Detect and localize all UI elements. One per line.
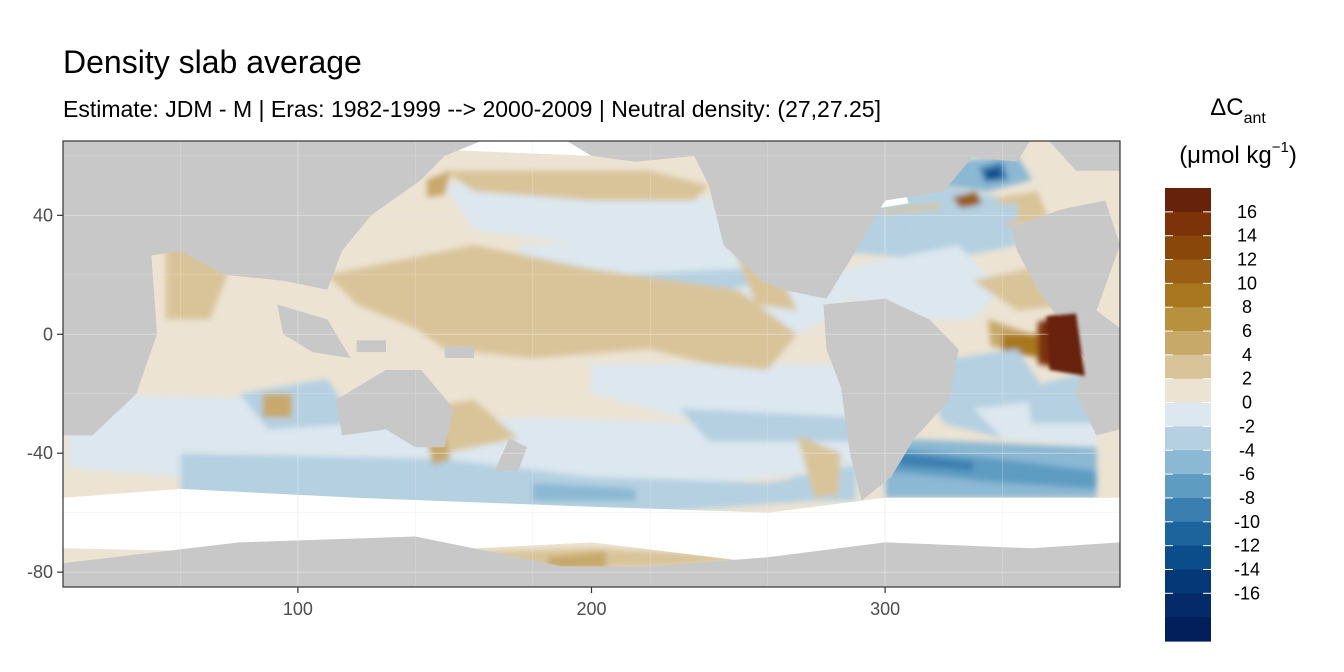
land-polygon xyxy=(567,141,998,299)
legend-break-label: 14 xyxy=(1237,226,1257,246)
legend-swatch xyxy=(1165,545,1211,571)
chart-title: Density slab average xyxy=(63,44,362,80)
legend-swatch xyxy=(1165,307,1211,332)
legend-break-label: 12 xyxy=(1237,250,1257,270)
island xyxy=(356,340,386,353)
legend-swatch xyxy=(1165,354,1211,380)
x-tick-label: 300 xyxy=(870,599,900,619)
ocean-patch xyxy=(262,393,292,418)
land-polygon xyxy=(63,536,1120,587)
ocean-patch xyxy=(444,170,709,201)
legend-break-label: 2 xyxy=(1242,369,1252,389)
legend-unit-close: ) xyxy=(1289,142,1297,169)
land-polygon xyxy=(336,369,454,448)
legend-swatch xyxy=(1165,283,1211,308)
land-polygon xyxy=(823,298,959,501)
legend-title-main: ΔC xyxy=(1210,94,1243,121)
ocean-patch xyxy=(811,245,1003,320)
southern-missing-band xyxy=(63,488,1120,531)
legend-swatch xyxy=(1165,474,1211,499)
ocean-patch xyxy=(984,167,1003,180)
ocean-patch xyxy=(327,245,797,370)
legend-unit-main: (μmol kg xyxy=(1179,142,1272,169)
ocean-patch xyxy=(952,191,982,210)
legend-swatch xyxy=(1165,259,1211,284)
legend-break-label: 6 xyxy=(1242,321,1252,341)
chart-subtitle: Estimate: JDM - M | Eras: 1982-1999 --> … xyxy=(63,96,881,122)
land-polygon xyxy=(277,304,351,359)
ocean-patch xyxy=(532,482,636,501)
ocean-patch xyxy=(885,447,1097,489)
colorbar-legend: ΔCant (μmol kg−1) 16 14 12 10 8 6 4 2 0 -2 -4 -6 -8 -10… xyxy=(1165,94,1297,642)
legend-break-label: -14 xyxy=(1234,559,1260,579)
ocean-patch xyxy=(797,435,842,498)
legend-swatch xyxy=(1165,188,1211,213)
legend-swatch xyxy=(1165,235,1211,261)
legend-swatch xyxy=(1165,211,1211,237)
land-mask xyxy=(63,141,1120,587)
legend-swatch xyxy=(1165,450,1211,475)
legend-break-label: -10 xyxy=(1234,512,1260,532)
y-tick-label: -80 xyxy=(27,562,53,582)
legend-swatch xyxy=(1165,569,1211,594)
legend-swatch xyxy=(1165,378,1211,404)
legend-break-label: 8 xyxy=(1242,297,1252,317)
legend-break-label: -12 xyxy=(1234,536,1260,556)
legend-break-label: 4 xyxy=(1242,345,1252,365)
x-tick-label: 100 xyxy=(283,599,313,619)
legend-break-label: -2 xyxy=(1239,416,1255,436)
legend-unit: (μmol kg−1) xyxy=(1179,139,1297,169)
legend-swatch xyxy=(1165,331,1211,356)
legend-break-label: -8 xyxy=(1239,488,1255,508)
legend-swatch xyxy=(1165,426,1211,451)
ocean-patch xyxy=(547,551,607,570)
land-polygon xyxy=(1011,200,1120,323)
island xyxy=(444,346,475,359)
ocean-patch xyxy=(591,364,856,418)
land-polygon xyxy=(494,438,527,471)
y-tick-label: 40 xyxy=(33,205,53,225)
legend-break-label: -6 xyxy=(1239,464,1255,484)
map-panel xyxy=(63,141,1120,587)
ocean-patch xyxy=(427,170,451,198)
ocean-patch xyxy=(899,453,974,471)
y-tick-label: -40 xyxy=(27,443,53,463)
legend-swatch xyxy=(1165,593,1211,618)
legend-swatch xyxy=(1165,402,1211,428)
x-tick-label: 200 xyxy=(576,599,606,619)
legend-break-label: 0 xyxy=(1242,393,1252,413)
legend-break-label: -16 xyxy=(1234,583,1260,603)
y-tick-label: 0 xyxy=(43,324,53,344)
legend-swatch xyxy=(1165,497,1211,523)
legend-title: ΔCant xyxy=(1210,94,1266,127)
legend-break-label: 16 xyxy=(1237,202,1257,222)
legend-break-label: -4 xyxy=(1239,440,1255,460)
panel-gridlines xyxy=(63,141,1120,587)
legend-swatch xyxy=(1165,521,1211,547)
tropical-atlantic-maximum xyxy=(1046,313,1085,376)
legend-title-subscript: ant xyxy=(1244,110,1267,127)
land-polygon xyxy=(63,245,157,436)
land-polygon xyxy=(934,141,1031,162)
legend-unit-superscript: −1 xyxy=(1272,139,1289,156)
legend-swatch xyxy=(1165,617,1211,642)
legend-break-label: 10 xyxy=(1237,273,1257,293)
